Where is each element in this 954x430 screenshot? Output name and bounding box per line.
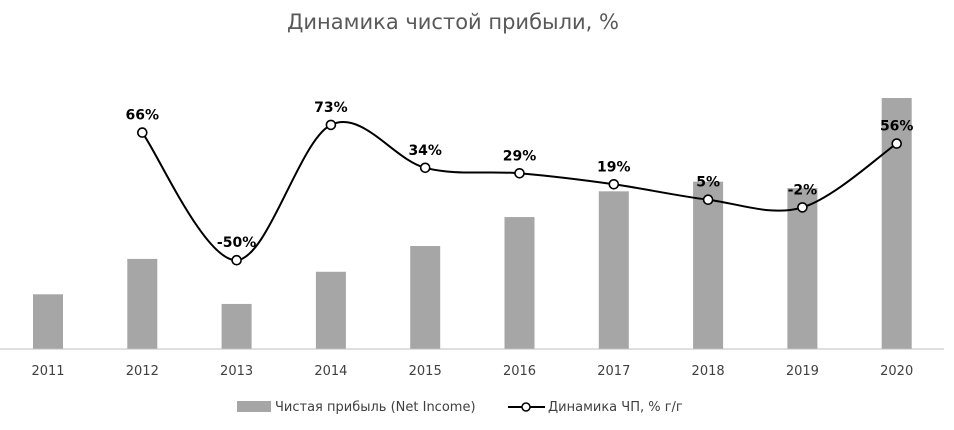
bar-2017 bbox=[598, 191, 629, 349]
x-tick-label: 2015 bbox=[409, 364, 442, 379]
data-label-2018: 5% bbox=[696, 175, 720, 191]
legend-label-bar: Чистая прибыль (Net Income) bbox=[275, 400, 476, 415]
x-tick-label: 2017 bbox=[597, 364, 630, 379]
data-label-2015: 34% bbox=[408, 143, 442, 159]
bar-2020 bbox=[881, 98, 912, 349]
legend-label-line: Динамика ЧП, % г/г bbox=[548, 400, 683, 415]
bar-2011 bbox=[33, 294, 63, 349]
line-point-2019 bbox=[797, 202, 808, 213]
bar-2012 bbox=[127, 258, 158, 349]
x-tick-label: 2018 bbox=[692, 364, 725, 379]
data-label-2012: 66% bbox=[126, 108, 160, 124]
data-label-2019: -2% bbox=[788, 182, 818, 198]
bar-2014 bbox=[315, 271, 346, 349]
bar-2018 bbox=[693, 181, 724, 349]
x-tick-label: 2011 bbox=[31, 364, 64, 379]
x-tick-label: 2013 bbox=[220, 364, 253, 379]
line-point-2020 bbox=[891, 138, 903, 149]
bar-2013 bbox=[221, 303, 252, 349]
data-label-2017: 19% bbox=[597, 159, 631, 175]
x-tick-label: 2020 bbox=[880, 364, 913, 379]
series-line-growth bbox=[141, 121, 898, 262]
line-point-2013 bbox=[231, 254, 242, 266]
x-tick-label: 2012 bbox=[126, 364, 159, 379]
line-point-2017 bbox=[608, 179, 620, 190]
line-point-2014 bbox=[325, 119, 337, 131]
data-label-2016: 29% bbox=[503, 148, 537, 164]
data-label-2013: -50% bbox=[217, 235, 256, 251]
x-tick-label: 2014 bbox=[314, 364, 347, 379]
x-tick-label: 2016 bbox=[503, 364, 536, 379]
data-label-2014: 73% bbox=[314, 100, 348, 116]
line-point-2015 bbox=[419, 162, 431, 174]
legend-marker-line bbox=[521, 402, 531, 412]
line-point-2018 bbox=[702, 194, 714, 205]
line-point-2012 bbox=[137, 127, 148, 138]
line-point-2016 bbox=[514, 168, 525, 179]
x-tick-label: 2019 bbox=[786, 364, 819, 379]
data-label-2020: 56% bbox=[880, 119, 914, 135]
bar-2016 bbox=[504, 217, 535, 349]
chart-title: Динамика чистой прибыли, % bbox=[287, 10, 619, 34]
bar-2015 bbox=[410, 246, 441, 349]
bar-2019 bbox=[787, 188, 818, 349]
legend-swatch-bar bbox=[237, 401, 271, 412]
